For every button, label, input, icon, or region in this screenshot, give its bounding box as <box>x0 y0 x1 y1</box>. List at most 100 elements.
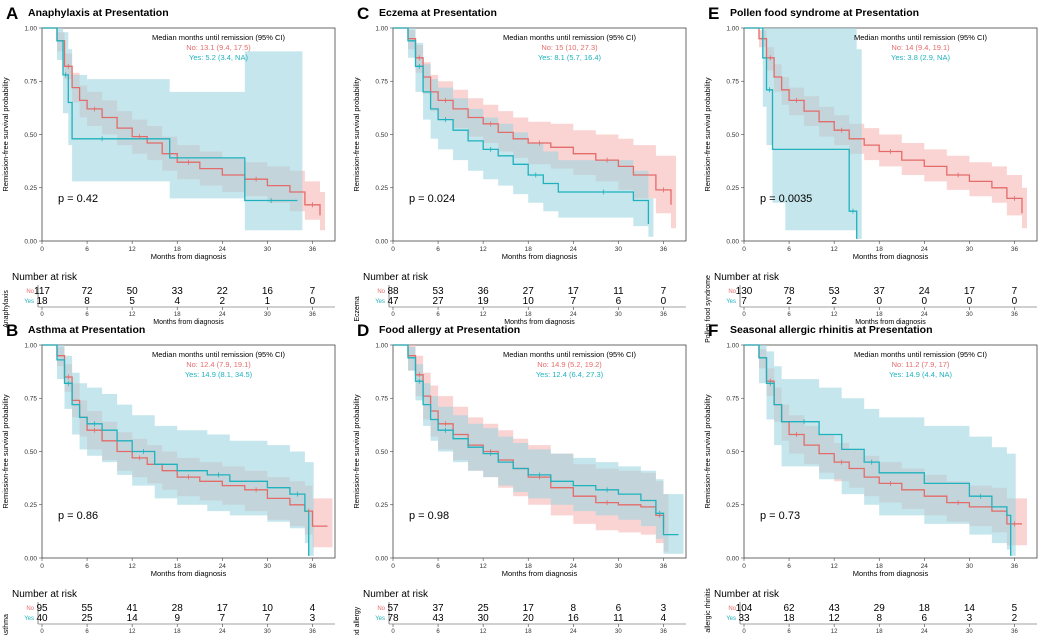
x-tick-label: 0 <box>391 563 395 570</box>
panel-title: Pollen food syndrome at Presentation <box>730 7 919 19</box>
risk-count-no: 6 <box>616 603 622 614</box>
x-axis-label: Months from diagnosis <box>853 252 929 261</box>
y-tick-label: 0.25 <box>726 185 739 192</box>
risk-table-label: Food allergy <box>354 606 361 635</box>
y-tick-label: 0.00 <box>726 555 739 562</box>
panel-b: B Asthma at Presentation Remission-free su… <box>1 321 336 635</box>
legend-no: No: 12.4 (7.9, 19.1) <box>186 360 251 369</box>
survival-line-yes <box>42 27 298 202</box>
p-value: p = 0.73 <box>760 510 800 522</box>
y-tick-label: 0.00 <box>24 555 37 562</box>
risk-count-yes: 0 <box>661 296 667 307</box>
risk-x-tick-label: 0 <box>742 629 746 635</box>
x-tick-label: 12 <box>480 563 488 570</box>
risk-count-yes: 7 <box>741 296 747 307</box>
risk-count-no: 25 <box>478 603 490 614</box>
risk-count-yes: 2 <box>1012 613 1018 624</box>
x-tick-label: 24 <box>219 246 227 253</box>
x-axis-label: Months from diagnosis <box>502 569 578 578</box>
panel-letter: E <box>708 4 719 23</box>
risk-count-no: 29 <box>874 603 886 614</box>
x-tick-label: 12 <box>831 563 839 570</box>
legend-title: Median months until remission (95% CI) <box>854 33 987 42</box>
risk-x-tick-label: 6 <box>85 629 89 635</box>
risk-x-tick-label: 24 <box>921 629 928 635</box>
legend-title: Median months until remission (95% CI) <box>503 350 636 359</box>
y-tick-label: 0.75 <box>726 396 739 403</box>
risk-group-no: No <box>377 289 385 295</box>
risk-x-tick-label: 12 <box>129 629 136 635</box>
p-value: p = 0.0035 <box>760 193 812 205</box>
survival-line-no <box>744 27 1023 214</box>
risk-x-tick-label: 24 <box>921 312 928 318</box>
risk-count-yes: 10 <box>523 296 535 307</box>
x-tick-label: 0 <box>742 563 746 570</box>
risk-x-tick-label: 30 <box>966 629 973 635</box>
panel-e: E Pollen food syndrome at Presentation Rem… <box>703 4 1038 343</box>
ci-band-yes <box>744 28 862 239</box>
risk-count-no: 4 <box>310 603 316 614</box>
y-tick-label: 0.75 <box>24 79 37 86</box>
risk-count-yes: 3 <box>967 613 973 624</box>
risk-count-no: 36 <box>478 286 490 297</box>
risk-count-yes: 47 <box>387 296 399 307</box>
risk-count-yes: 30 <box>478 613 490 624</box>
risk-count-no: 18 <box>919 603 931 614</box>
risk-count-no: 104 <box>736 603 753 614</box>
risk-count-no: 27 <box>523 286 535 297</box>
plot-area <box>393 344 684 554</box>
y-tick-label: 0.75 <box>726 79 739 86</box>
p-value: p = 0.98 <box>409 510 449 522</box>
x-axis-label: Months from diagnosis <box>151 569 227 578</box>
risk-count-no: 14 <box>964 603 976 614</box>
x-tick-label: 18 <box>525 563 533 570</box>
x-tick-label: 36 <box>309 246 317 253</box>
risk-table-label: Asthma <box>3 614 10 635</box>
y-tick-label: 0.25 <box>24 502 37 509</box>
risk-count-yes: 8 <box>876 613 882 624</box>
x-tick-label: 36 <box>1011 246 1019 253</box>
panel-c: C Eczema at Presentation Remission-free su… <box>352 4 687 326</box>
p-value: p = 0.86 <box>58 510 98 522</box>
legend-title: Median months until remission (95% CI) <box>503 33 636 42</box>
ci-band-yes <box>393 345 684 554</box>
x-tick-label: 6 <box>85 563 89 570</box>
risk-count-yes: 4 <box>661 613 667 624</box>
risk-x-tick-label: 12 <box>831 629 838 635</box>
risk-count-yes: 6 <box>616 296 622 307</box>
risk-count-no: 130 <box>736 286 753 297</box>
x-tick-label: 30 <box>264 246 272 253</box>
risk-count-no: 62 <box>784 603 796 614</box>
x-tick-label: 18 <box>876 563 884 570</box>
risk-count-no: 55 <box>82 603 94 614</box>
legend-no: No: 13.1 (9.4, 17.5) <box>186 43 251 52</box>
risk-x-tick-label: 6 <box>787 312 791 318</box>
y-tick-label: 0.75 <box>24 396 37 403</box>
x-axis-label: Months from diagnosis <box>853 569 929 578</box>
risk-group-no: No <box>377 606 385 612</box>
risk-count-no: 16 <box>262 286 274 297</box>
x-tick-label: 30 <box>615 563 623 570</box>
legend-title: Median months until remission (95% CI) <box>152 350 285 359</box>
p-value: p = 0.42 <box>58 193 98 205</box>
risk-x-tick-label: 36 <box>1011 312 1018 318</box>
risk-count-yes: 9 <box>174 613 180 624</box>
risk-count-yes: 18 <box>784 613 796 624</box>
risk-x-tick-label: 18 <box>525 312 532 318</box>
risk-count-yes: 0 <box>967 296 973 307</box>
panel-f: F Seasonal allergic rhinitis at Presentat… <box>703 321 1038 635</box>
panel-title: Food allergy at Presentation <box>379 324 520 336</box>
panel-letter: D <box>357 321 369 340</box>
risk-count-yes: 0 <box>1012 296 1018 307</box>
risk-count-yes: 0 <box>922 296 928 307</box>
risk-count-no: 78 <box>784 286 796 297</box>
panel-letter: B <box>6 321 18 340</box>
risk-group-no: No <box>26 289 34 295</box>
risk-table-label: Eczema <box>354 296 361 321</box>
x-tick-label: 24 <box>219 563 227 570</box>
risk-count-yes: 18 <box>36 296 48 307</box>
y-tick-label: 0.25 <box>726 502 739 509</box>
y-axis-label: Remission-free survival probability <box>1 77 10 191</box>
risk-count-no: 7 <box>310 286 316 297</box>
risk-x-tick-label: 24 <box>219 312 226 318</box>
